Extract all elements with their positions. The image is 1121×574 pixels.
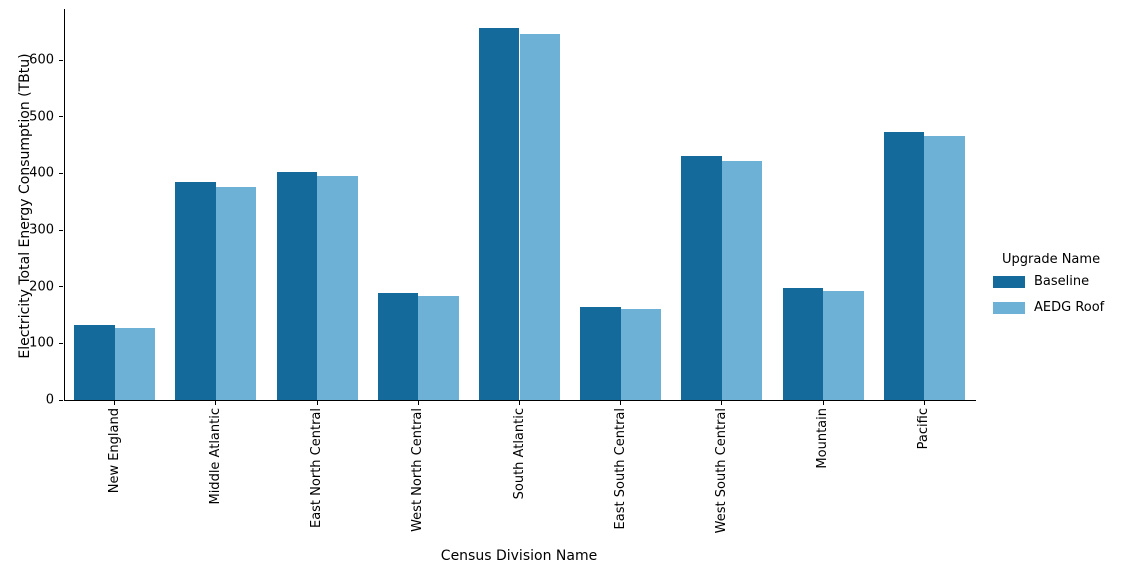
bar-aedg-roof-mountain	[823, 291, 864, 400]
x-tick-label-south-atlantic: South Atlantic	[511, 408, 527, 500]
bar-baseline-east-south-central	[580, 307, 621, 400]
legend: Upgrade Name Baseline AEDG Roof	[993, 252, 1104, 326]
x-tick-label-west-north-central: West North Central	[410, 408, 426, 532]
x-tick-mark	[822, 401, 824, 405]
bar-baseline-east-north-central	[276, 171, 318, 400]
bar-aedg-roof-west-south-central	[721, 160, 763, 400]
x-tick-label-pacific: Pacific	[916, 408, 932, 450]
y-tick-mark	[59, 286, 63, 288]
bar-baseline-west-north-central	[377, 292, 419, 400]
bar-aedg-roof-east-south-central	[620, 309, 662, 400]
legend-label-aedg-roof: AEDG Roof	[1034, 300, 1105, 315]
legend-label-baseline: Baseline	[1034, 274, 1090, 289]
x-tick-label-middle-atlantic: Middle Atlantic	[207, 408, 223, 505]
y-tick-label: 0	[45, 392, 54, 408]
bar-aedg-roof-pacific	[924, 135, 965, 400]
x-tick-label-east-south-central: East South Central	[612, 408, 628, 530]
bar-aedg-roof-new-england	[114, 328, 156, 400]
x-tick-mark	[519, 401, 520, 405]
y-tick-label: 100	[29, 335, 54, 351]
x-tick-label-west-south-central: West South Central	[713, 408, 729, 534]
y-tick-mark	[59, 342, 63, 344]
y-tick-label: 500	[29, 109, 54, 125]
x-tick-mark	[923, 401, 925, 405]
x-axis-label: Census Division Name	[440, 548, 598, 564]
x-tick-mark	[721, 401, 723, 405]
y-tick-label: 600	[29, 52, 54, 68]
y-tick-mark	[59, 172, 63, 174]
y-tick-label: 200	[29, 279, 54, 295]
legend-swatch-aedg-roof	[993, 301, 1025, 314]
bar-baseline-mountain	[782, 288, 824, 400]
bar-aedg-roof-middle-atlantic	[215, 186, 257, 400]
bar-baseline-west-south-central	[681, 156, 722, 400]
x-tick-mark	[215, 401, 217, 405]
bar-baseline-south-atlantic	[479, 28, 520, 400]
bar-aedg-roof-south-atlantic	[519, 33, 560, 400]
bar-aedg-roof-east-north-central	[317, 176, 358, 400]
x-tick-label-mountain: Mountain	[815, 408, 831, 469]
x-tick-mark	[620, 401, 622, 405]
x-tick-mark	[316, 401, 318, 405]
y-tick-label: 400	[29, 165, 54, 181]
legend-rows: Baseline AEDG Roof	[993, 274, 1104, 315]
legend-row-baseline: Baseline	[993, 274, 1104, 289]
legend-title: Upgrade Name	[1002, 252, 1101, 267]
y-tick-mark	[59, 229, 63, 231]
y-tick-mark	[59, 59, 63, 61]
legend-swatch-baseline	[993, 275, 1025, 288]
y-tick-mark	[59, 116, 63, 118]
bar-baseline-new-england	[74, 325, 115, 400]
bar-baseline-middle-atlantic	[175, 182, 216, 400]
x-tick-mark	[114, 401, 116, 405]
bar-baseline-pacific	[883, 131, 925, 400]
x-tick-mark	[417, 401, 419, 405]
y-tick-label: 300	[29, 222, 54, 238]
legend-row-aedg-roof: AEDG Roof	[993, 300, 1104, 315]
bar-aedg-roof-west-north-central	[418, 295, 459, 400]
plot-area	[64, 9, 976, 401]
x-tick-label-new-england: New England	[106, 408, 122, 494]
x-tick-label-east-north-central: East North Central	[309, 408, 325, 529]
y-tick-mark	[59, 399, 63, 401]
